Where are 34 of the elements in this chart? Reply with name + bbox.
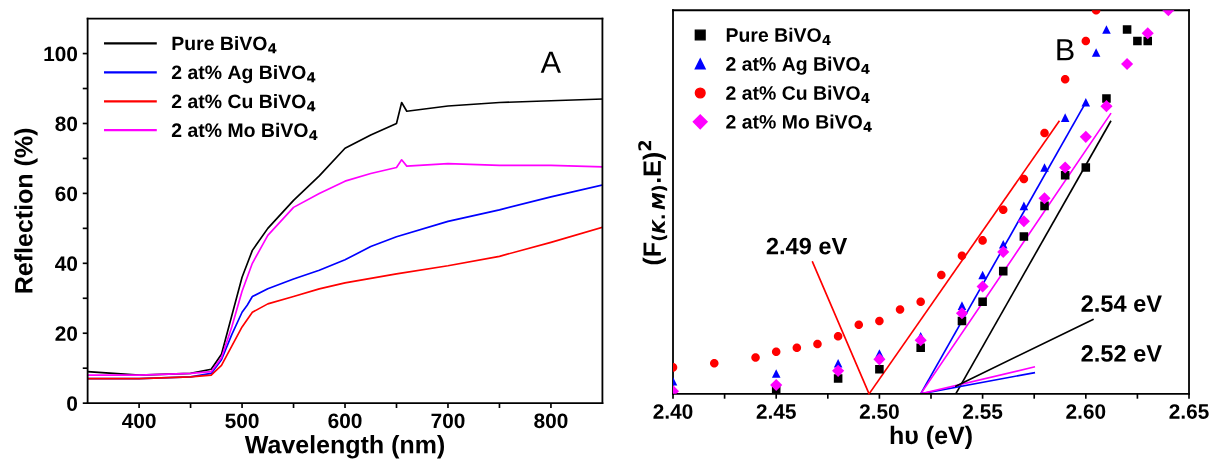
y-tick-label: 0	[67, 396, 78, 411]
y-tick-label: 80	[55, 116, 78, 132]
x-axis-title: Wavelength (nm)	[244, 435, 445, 459]
legend-label: Pure BiVO$_{4}$	[726, 27, 831, 45]
y-tick-label: 20	[55, 326, 78, 341]
y-axis-title: Reflection (%)	[14, 128, 38, 293]
annotation: B	[1057, 39, 1074, 61]
x-tick-label: 700	[431, 413, 465, 429]
x-tick-label: 2.50	[859, 404, 899, 419]
y-tick-label: 40	[55, 256, 78, 272]
annotation: A	[540, 51, 561, 73]
x-tick-label: 800	[534, 413, 568, 429]
legend-label: 2 at% Ag BiVO$_{4}$	[726, 56, 870, 75]
annotation: 2.54 eV	[1081, 295, 1162, 312]
legend-label: 2 at% Mo BiVO$_{4}$	[171, 122, 318, 141]
y-axis-title: (F$_{(K.M)}$.E)$^{2}$	[638, 140, 668, 265]
annotation: 2.49 eV	[766, 237, 848, 255]
x-tick-label: 2.45	[756, 404, 796, 419]
legend-label: 2 at% Ag BiVO$_{4}$	[171, 64, 316, 84]
x-tick-label: 2.65	[1169, 404, 1209, 419]
x-tick-label: 2.40	[653, 404, 693, 419]
x-axis-title: hυ (eV)	[890, 425, 972, 450]
x-tick-label: 400	[122, 413, 156, 429]
x-tick-label: 600	[328, 413, 362, 429]
annotation: 2.52 eV	[1081, 345, 1162, 362]
y-tick-label: 100	[44, 46, 78, 62]
x-tick-label: 500	[225, 413, 259, 429]
x-tick-label: 2.55	[963, 404, 1003, 419]
y-tick-label: 60	[55, 186, 78, 202]
legend-label: 2 at% Cu BiVO$_{4}$	[726, 85, 870, 103]
legend-label: 2 at% Mo BiVO$_{4}$	[726, 114, 872, 132]
legend-label: 2 at% Cu BiVO$_{4}$	[171, 93, 316, 112]
legend-label: Pure BiVO$_{4}$	[172, 36, 277, 54]
x-tick-label: 2.60	[1066, 404, 1106, 419]
